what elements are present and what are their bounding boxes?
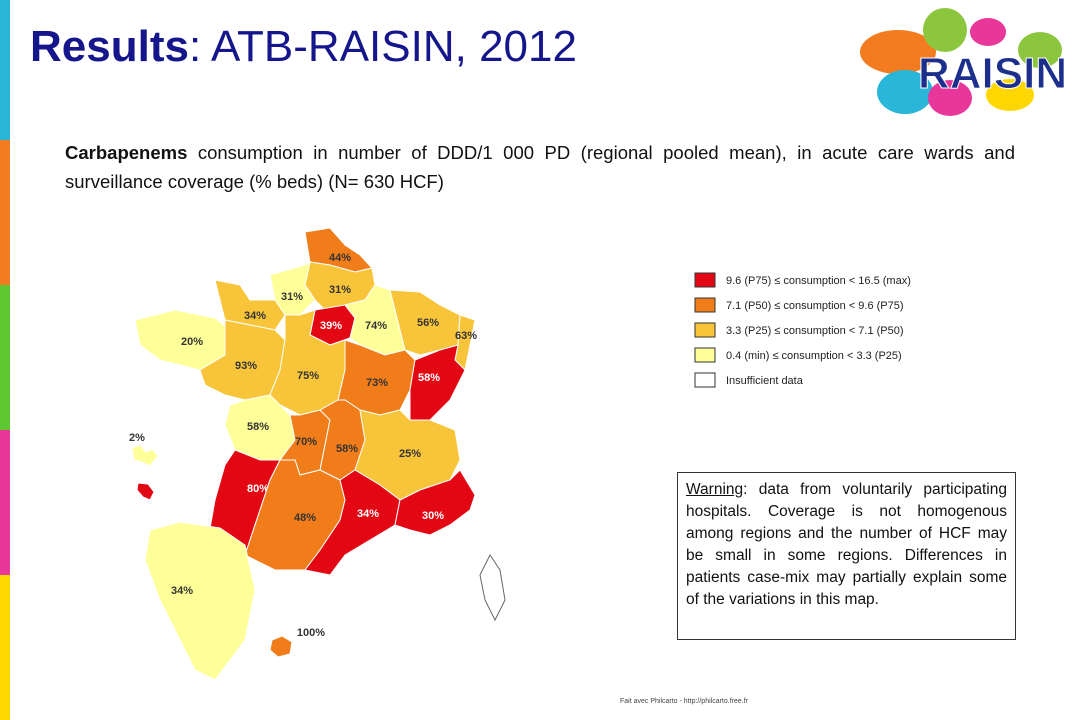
legend-label: 9.6 (P75) ≤ consumption < 16.5 (max) bbox=[726, 275, 911, 287]
region-label: 75% bbox=[297, 370, 319, 382]
region-label: 100% bbox=[297, 627, 325, 639]
stripe bbox=[0, 575, 10, 720]
subtitle-bold: Carbapenems bbox=[65, 142, 188, 163]
region bbox=[269, 635, 293, 658]
credit: Fait avec Philcarto - http://philcarto.f… bbox=[620, 698, 749, 705]
region-label: 56% bbox=[417, 317, 439, 329]
region-label: 44% bbox=[329, 252, 351, 264]
region bbox=[394, 469, 476, 536]
region-label: 20% bbox=[181, 336, 203, 348]
stripe bbox=[0, 430, 10, 575]
warning-lead: Warning bbox=[686, 481, 744, 498]
petal bbox=[986, 79, 1034, 111]
warning-box: Warning: data from voluntarily participa… bbox=[677, 472, 1016, 640]
region-label: 81% bbox=[161, 489, 183, 501]
legend-swatch bbox=[694, 297, 716, 313]
petal bbox=[928, 80, 972, 116]
stripe bbox=[0, 285, 10, 430]
region-label: 58% bbox=[418, 372, 440, 384]
region-label: 31% bbox=[281, 291, 303, 303]
region-label: 58% bbox=[336, 443, 358, 455]
stripe bbox=[0, 0, 10, 140]
region-label: 63% bbox=[455, 330, 477, 342]
region-label: 58% bbox=[247, 421, 269, 433]
legend-swatch bbox=[694, 272, 716, 288]
region bbox=[131, 444, 159, 467]
region-label: 31% bbox=[329, 284, 351, 296]
region-label: 74% bbox=[365, 320, 387, 332]
region bbox=[136, 482, 155, 501]
region-label: 34% bbox=[244, 310, 266, 322]
subtitle-rest: consumption in number of DDD/1 000 PD (r… bbox=[65, 142, 1015, 192]
petal bbox=[860, 30, 936, 74]
warning-text: : data from voluntarily participating ho… bbox=[686, 481, 1007, 608]
legend-label: 7.1 (P50) ≤ consumption < 9.6 (P75) bbox=[726, 300, 904, 312]
title-rest: : ATB-RAISIN, 2012 bbox=[188, 22, 577, 71]
title-bold: Results bbox=[30, 22, 189, 71]
stripe bbox=[0, 140, 10, 285]
region bbox=[409, 344, 466, 421]
legend-swatch bbox=[694, 347, 716, 363]
region-label: 34% bbox=[171, 585, 193, 597]
map: 44% 31% 31% 34% 20% 93% 39% 75% 74% 56% 63% 73% 58% 5… bbox=[129, 227, 477, 681]
petal bbox=[923, 8, 967, 52]
region-label: 70% bbox=[295, 436, 317, 448]
legend-swatch bbox=[694, 322, 716, 338]
title: Results: ATB-RAISIN, 2012 bbox=[30, 22, 577, 72]
legend-label: Insufficient data bbox=[726, 375, 804, 387]
petal bbox=[970, 18, 1006, 46]
petal bbox=[877, 70, 933, 114]
legend-swatch bbox=[694, 372, 716, 388]
region-label: 80% bbox=[247, 483, 269, 495]
region-label: 34% bbox=[357, 508, 379, 520]
subtitle: Carbapenems consumption in number of DDD… bbox=[65, 138, 1015, 196]
region-label: 30% bbox=[422, 510, 444, 522]
region-label: 48% bbox=[294, 512, 316, 524]
logo-text: RAISIN bbox=[918, 49, 1067, 98]
region-label: 39% bbox=[320, 320, 342, 332]
region-label: 2% bbox=[129, 432, 145, 444]
petal bbox=[1018, 32, 1062, 68]
region-label: 73% bbox=[366, 377, 388, 389]
region bbox=[144, 521, 256, 681]
region-label: 25% bbox=[399, 448, 421, 460]
legend: 9.6 (P75) ≤ consumption < 16.5 (max) 7.1 … bbox=[694, 272, 911, 388]
legend-label: 0.4 (min) ≤ consumption < 3.3 (P25) bbox=[726, 350, 902, 362]
region bbox=[304, 469, 401, 576]
region-label: 93% bbox=[235, 360, 257, 372]
legend-label: 3.3 (P25) ≤ consumption < 7.1 (P50) bbox=[726, 325, 904, 337]
logo: RAISIN bbox=[860, 8, 1068, 116]
corsica bbox=[479, 554, 506, 622]
